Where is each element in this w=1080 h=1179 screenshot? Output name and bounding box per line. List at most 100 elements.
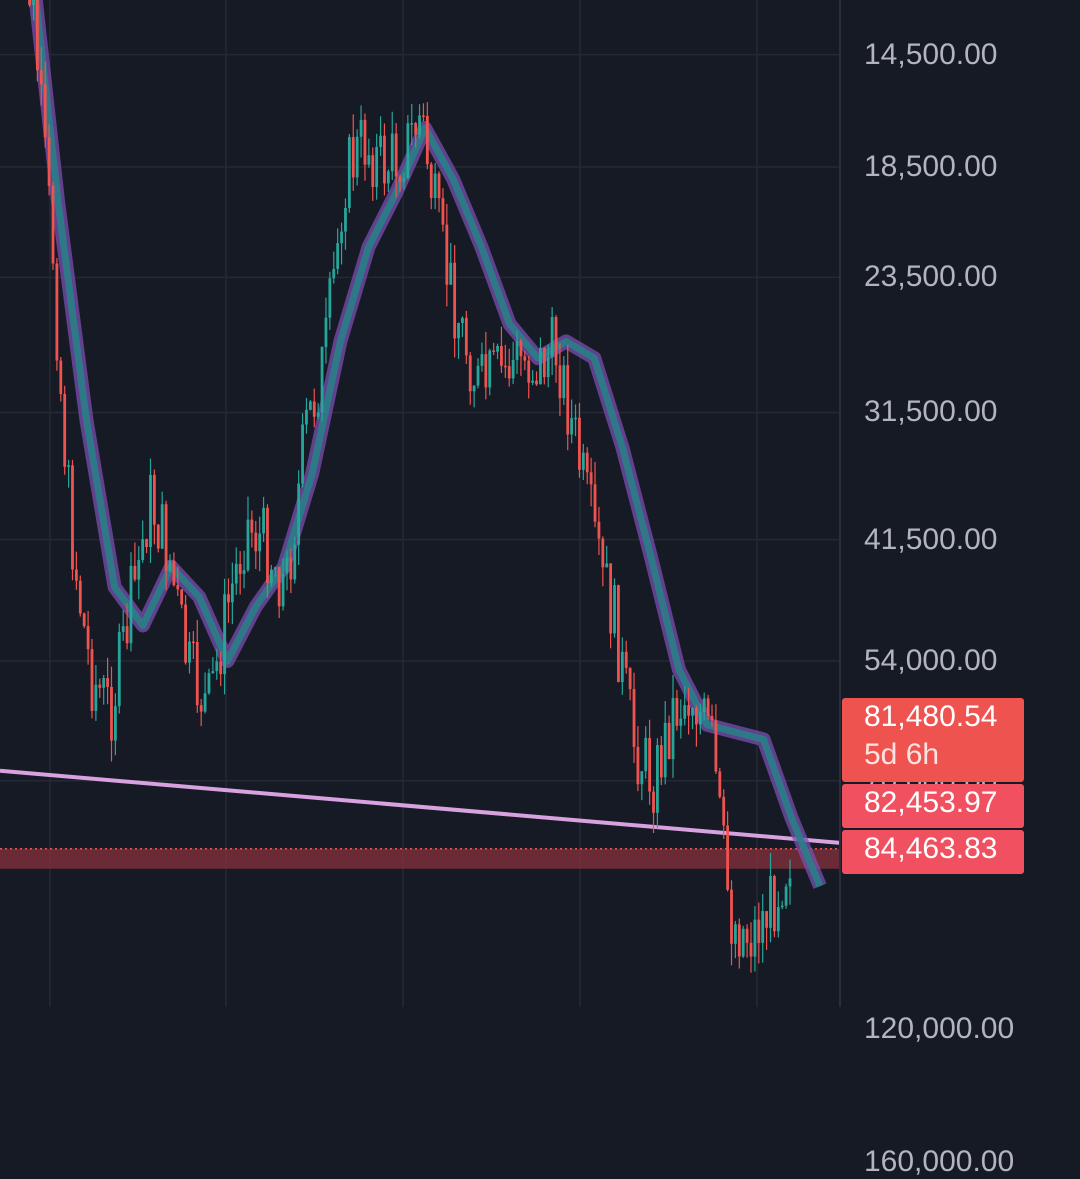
- candle-body: [461, 317, 464, 323]
- candle-body: [683, 705, 687, 719]
- candle-body: [207, 673, 211, 694]
- candle-body: [390, 133, 394, 172]
- candle-body: [180, 589, 184, 605]
- candle-body: [698, 712, 702, 725]
- candle-body: [652, 791, 655, 813]
- candle-body: [262, 507, 265, 534]
- candle-body: [406, 123, 410, 179]
- candle-body: [472, 385, 476, 392]
- candle-body: [414, 123, 418, 135]
- candle-body: [687, 705, 691, 716]
- candle-body: [441, 198, 445, 225]
- candle-body: [305, 409, 308, 425]
- candle-body: [741, 928, 745, 957]
- candle-body: [601, 538, 605, 568]
- candle-body: [269, 569, 273, 583]
- candle-body: [371, 155, 375, 188]
- candle-body: [347, 137, 351, 208]
- candle-body: [453, 262, 457, 339]
- candle-body: [43, 84, 47, 138]
- candle-body: [102, 678, 106, 688]
- candle-body: [663, 722, 667, 778]
- candle-body: [312, 401, 316, 417]
- candle-body: [480, 354, 484, 366]
- candle-body: [535, 380, 538, 385]
- price-chart[interactable]: [0, 0, 1080, 1007]
- candle-body: [776, 907, 780, 932]
- candle-body: [63, 393, 67, 467]
- candle-body: [35, 0, 39, 71]
- candle-body: [496, 346, 499, 352]
- candle-body: [581, 452, 585, 470]
- price-axis-tick-label: 23,500.00: [864, 260, 998, 294]
- candle-body: [32, 0, 35, 6]
- candle-body: [98, 684, 102, 688]
- candle-body: [773, 876, 776, 932]
- price-badge-3: 84,463.83: [842, 830, 1024, 874]
- trendline: [0, 768, 841, 845]
- candle-body: [620, 651, 624, 682]
- candle-body: [117, 631, 121, 707]
- candle-body: [718, 771, 722, 797]
- candle-body: [121, 626, 125, 632]
- candle-body: [238, 563, 242, 574]
- candle-body: [554, 317, 558, 366]
- candle-body: [82, 613, 86, 627]
- candle-body: [308, 401, 312, 410]
- candle-body: [675, 698, 679, 726]
- candle-body: [289, 557, 293, 580]
- candle-body: [223, 594, 226, 675]
- candle-body: [476, 365, 480, 386]
- candle-body: [519, 340, 523, 357]
- candle-body: [47, 137, 51, 186]
- ma-ribbon-inner: [32, 0, 824, 888]
- candle-body: [219, 661, 223, 675]
- candle-body: [780, 905, 784, 908]
- candle-body: [714, 720, 718, 772]
- candle-body: [332, 268, 336, 279]
- candle-body: [437, 173, 441, 199]
- candle-body: [386, 171, 390, 184]
- candle-body: [324, 317, 328, 348]
- candle-body: [410, 123, 414, 125]
- candle-body: [433, 173, 437, 199]
- price-level-band: [0, 847, 840, 869]
- candle-body: [449, 262, 453, 285]
- candle-body: [78, 580, 82, 614]
- price-level-zone: [0, 848, 840, 869]
- candle-body: [281, 573, 285, 607]
- candle-body: [667, 722, 671, 760]
- candle-body: [110, 686, 113, 741]
- candle-body: [336, 243, 340, 269]
- candle-body: [277, 567, 281, 607]
- candle-body: [320, 347, 324, 413]
- price-axis-tick-label: 14,500.00: [864, 37, 998, 71]
- candle-body: [593, 484, 597, 522]
- candle-body: [706, 698, 710, 717]
- trendline-line: [0, 768, 841, 845]
- candle-body: [363, 119, 367, 165]
- candle-body: [550, 317, 554, 358]
- candle-body: [168, 560, 172, 572]
- candle-body: [266, 507, 269, 583]
- candle-body: [195, 641, 199, 706]
- candle-body: [726, 825, 730, 890]
- candle-body: [531, 380, 535, 383]
- candle-body: [273, 567, 277, 570]
- current-price-badge: 81,480.54 5d 6h: [842, 698, 1024, 782]
- candle-body: [152, 474, 156, 525]
- candle-body: [562, 365, 566, 399]
- price-axis-tick-label: 160,000.00: [864, 1144, 1015, 1178]
- candle-body: [344, 207, 347, 232]
- candle-body: [340, 231, 343, 244]
- candle-body: [39, 70, 43, 85]
- candle-body: [383, 135, 386, 184]
- price-axis-tick-label: 41,500.00: [864, 522, 998, 556]
- price-axis-tick-label: 31,500.00: [864, 395, 998, 429]
- candle-body: [695, 707, 698, 725]
- candle-body: [507, 366, 511, 379]
- price-axis-tick-label-obscured: 120,000.00: [864, 1012, 1015, 1046]
- candle-body: [613, 585, 616, 634]
- candle-body: [457, 322, 460, 339]
- candle-body: [609, 563, 613, 634]
